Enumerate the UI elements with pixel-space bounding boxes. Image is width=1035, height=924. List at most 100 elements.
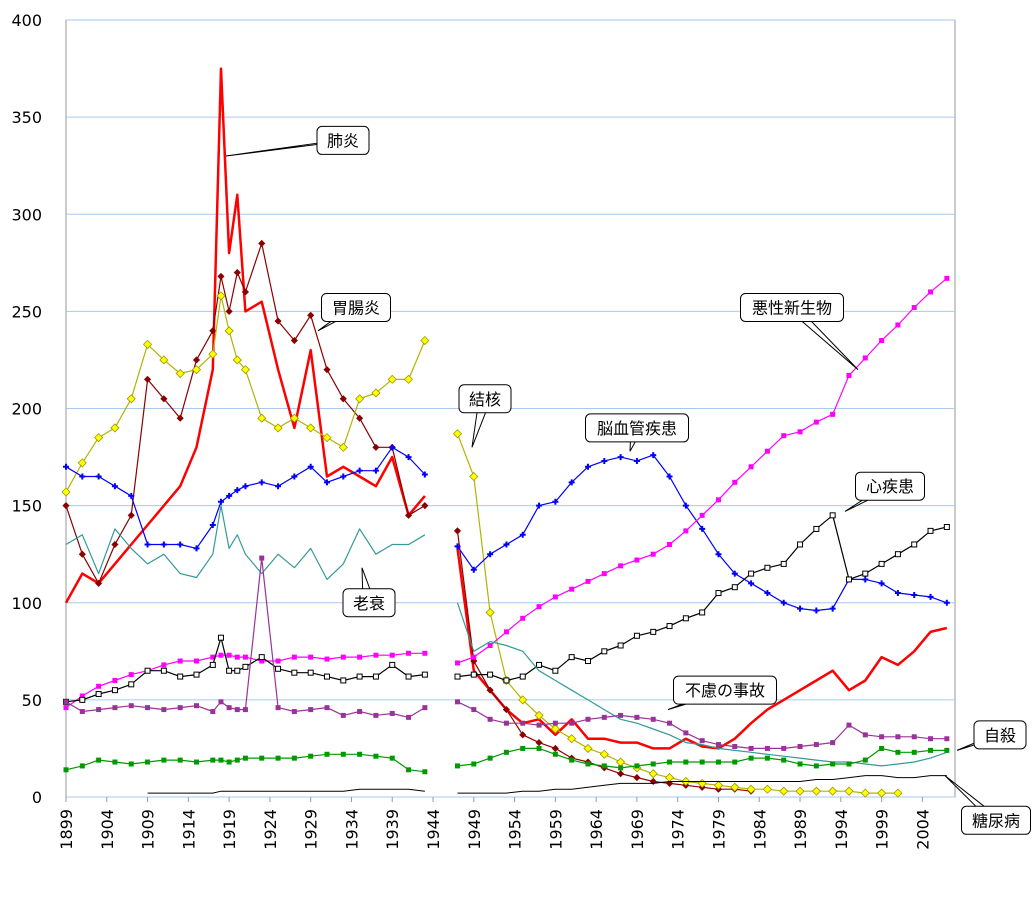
marker — [584, 658, 591, 665]
y-tick-label: 0 — [32, 788, 42, 807]
marker — [732, 743, 738, 749]
marker — [699, 759, 705, 765]
marker — [176, 414, 184, 422]
marker — [487, 716, 493, 722]
marker — [633, 457, 640, 464]
marker — [520, 615, 526, 621]
x-tick-label: 2004 — [913, 809, 932, 850]
marker — [780, 599, 787, 606]
marker — [389, 444, 396, 451]
marker — [126, 394, 136, 404]
marker — [240, 365, 250, 375]
marker — [813, 763, 819, 769]
x-tick-label: 1999 — [873, 809, 892, 850]
marker — [666, 623, 673, 630]
marker — [617, 770, 625, 778]
legend-label: 自殺 — [984, 726, 1016, 745]
marker — [210, 654, 216, 660]
marker — [421, 502, 429, 510]
marker — [928, 747, 934, 753]
marker — [406, 767, 412, 773]
marker — [404, 511, 413, 519]
marker — [862, 355, 868, 361]
marker — [520, 720, 526, 726]
marker — [911, 749, 917, 755]
marker — [618, 563, 624, 569]
marker — [307, 463, 314, 470]
marker — [944, 736, 950, 742]
marker — [112, 759, 118, 765]
marker — [503, 720, 509, 726]
marker — [585, 578, 591, 584]
marker — [601, 571, 607, 577]
marker — [519, 731, 527, 739]
marker — [355, 394, 365, 404]
marker — [420, 335, 430, 346]
marker — [601, 457, 608, 464]
marker — [715, 590, 722, 597]
marker — [234, 654, 240, 660]
marker — [911, 304, 917, 310]
marker — [503, 749, 509, 755]
marker — [764, 755, 770, 761]
marker — [210, 709, 216, 715]
marker — [291, 755, 297, 761]
x-tick-label: 1934 — [342, 809, 361, 850]
marker — [226, 492, 233, 499]
marker — [357, 709, 363, 715]
marker — [112, 677, 118, 683]
marker — [145, 705, 151, 711]
marker — [797, 429, 803, 435]
marker — [275, 658, 281, 664]
marker — [454, 660, 460, 666]
marker — [217, 498, 224, 505]
x-tick-label: 1924 — [261, 809, 280, 850]
callout-box — [855, 471, 925, 501]
marker — [552, 498, 559, 505]
marker — [274, 317, 282, 325]
marker — [748, 464, 754, 470]
marker — [452, 429, 463, 439]
y-tick-label: 250 — [11, 302, 42, 321]
legend-label: 心疾患 — [866, 477, 914, 496]
marker — [650, 628, 657, 635]
marker — [862, 576, 869, 583]
marker — [406, 714, 412, 720]
marker — [144, 667, 151, 674]
marker — [895, 322, 901, 328]
marker — [242, 707, 248, 713]
x-tick-label: 1964 — [587, 809, 606, 850]
marker — [210, 757, 216, 763]
marker — [682, 615, 689, 622]
marker — [779, 786, 789, 796]
marker — [234, 757, 240, 763]
marker — [226, 652, 232, 658]
marker — [487, 551, 494, 558]
y-tick-label: 300 — [11, 205, 42, 224]
marker — [862, 570, 869, 577]
x-tick-label: 1989 — [791, 809, 810, 850]
marker — [177, 673, 184, 680]
marker — [242, 663, 249, 670]
marker — [666, 473, 673, 480]
legend-label: 肺炎 — [327, 131, 359, 150]
marker — [780, 560, 787, 567]
marker — [275, 483, 282, 490]
legend-label: 悪性新生物 — [752, 298, 832, 317]
marker — [633, 774, 641, 782]
marker — [218, 652, 224, 658]
marker — [111, 483, 118, 490]
marker — [63, 767, 69, 773]
marker — [470, 671, 477, 678]
marker — [340, 751, 346, 757]
marker — [928, 736, 934, 742]
marker — [323, 479, 330, 486]
marker — [232, 355, 242, 365]
callout-box — [673, 675, 777, 705]
marker — [748, 745, 754, 751]
marker — [927, 527, 934, 534]
marker — [175, 368, 185, 379]
marker — [667, 541, 673, 547]
marker — [485, 607, 495, 618]
marker — [731, 570, 738, 577]
